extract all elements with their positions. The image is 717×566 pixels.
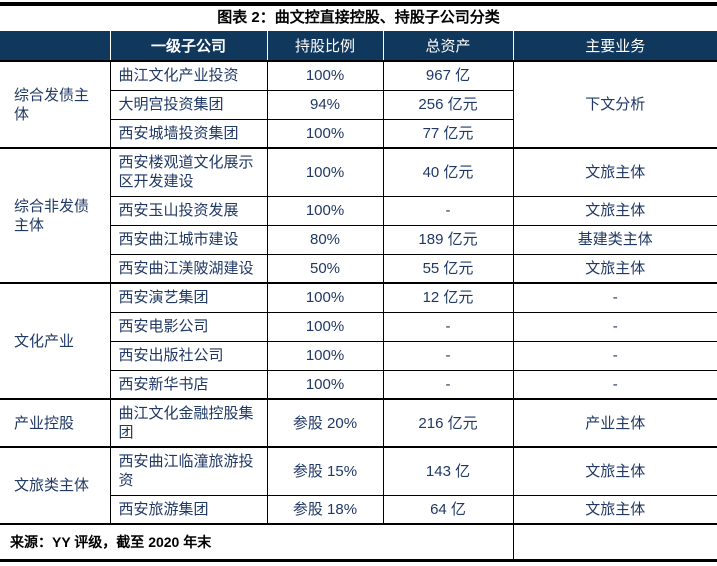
table-row: 大明宫投资集团 94% 256 亿元 xyxy=(0,90,717,120)
ratio-cell: 100% xyxy=(266,119,383,149)
business-cell: - xyxy=(512,282,717,313)
ratio-cell: 100% xyxy=(266,196,383,226)
business-cell: 文旅主体 xyxy=(512,446,717,496)
assets-cell: - xyxy=(382,196,513,226)
assets-cell: - xyxy=(382,370,513,400)
header-cell-business: 主要业务 xyxy=(512,31,717,62)
subsidiary-cell: 西安曲江临潼旅游投资 xyxy=(109,446,267,496)
table-row: 西安电影公司 100% - - xyxy=(0,312,717,342)
table-row: 西安城墙投资集团 100% 77 亿元 xyxy=(0,119,717,149)
ratio-cell: 100% xyxy=(266,312,383,342)
source-note: 来源：YY 评级，截至 2020 年末 xyxy=(0,523,513,562)
business-cell: 文旅主体 xyxy=(512,147,717,197)
ratio-cell: 100% xyxy=(266,282,383,313)
subsidiary-cell: 西安曲江城市建设 xyxy=(109,225,267,255)
subsidiary-cell: 西安曲江渼陂湖建设 xyxy=(109,254,267,284)
assets-cell: 64 亿 xyxy=(382,495,513,525)
header-cell-empty xyxy=(0,31,110,62)
figure-title: 图表 2：曲文控直接控股、持股子公司分类 xyxy=(217,9,500,26)
subsidiary-cell: 西安出版社公司 xyxy=(109,341,267,371)
business-cell: - xyxy=(512,370,717,400)
ratio-cell: 100% xyxy=(266,341,383,371)
group-label: 综合发债主体 xyxy=(0,60,110,149)
business-cell: 产业主体 xyxy=(512,398,717,448)
header-cell-subsidiary: 一级子公司 xyxy=(109,31,267,62)
assets-cell: - xyxy=(382,312,513,342)
source-row-empty-cell xyxy=(512,523,717,562)
ratio-cell: 94% xyxy=(266,90,383,120)
assets-cell: 77 亿元 xyxy=(382,119,513,149)
assets-cell: 967 亿 xyxy=(382,60,513,91)
assets-cell: 40 亿元 xyxy=(382,147,513,197)
subsidiary-cell: 西安电影公司 xyxy=(109,312,267,342)
ratio-cell: 80% xyxy=(266,225,383,255)
table-row: 文化产业 西安演艺集团 100% 12 亿元 - xyxy=(0,282,717,400)
table-row: 综合发债主体 曲江文化产业投资 100% 967 亿 下文分析 xyxy=(0,60,717,149)
subsidiary-cell: 西安楼观道文化展示区开发建设 xyxy=(109,147,267,197)
top-divider-bar xyxy=(0,2,717,6)
business-cell: 下文分析 xyxy=(512,60,717,149)
assets-cell: - xyxy=(382,341,513,371)
assets-cell: 12 亿元 xyxy=(382,282,513,313)
business-cell: - xyxy=(512,312,717,342)
group-label: 产业控股 xyxy=(0,398,110,448)
subsidiary-cell: 西安新华书店 xyxy=(109,370,267,400)
table-row: 西安玉山投资发展 100% - 文旅主体 xyxy=(0,196,717,226)
ratio-cell: 100% xyxy=(266,60,383,91)
business-cell: 基建类主体 xyxy=(512,225,717,255)
subsidiary-cell: 曲江文化金融控股集团 xyxy=(109,398,267,448)
subsidiary-cell: 曲江文化产业投资 xyxy=(109,60,267,91)
subsidiary-cell: 大明宫投资集团 xyxy=(109,90,267,120)
subsidiary-cell: 西安旅游集团 xyxy=(109,495,267,525)
table-row: 西安旅游集团 参股 18% 64 亿 文旅主体 xyxy=(0,495,717,525)
assets-cell: 216 亿元 xyxy=(382,398,513,448)
header-row: 一级子公司 持股比例 总资产 主要业务 xyxy=(0,31,717,62)
subsidiaries-table: 一级子公司 持股比例 总资产 主要业务 综合发债主体 曲江文化产业投资 100%… xyxy=(0,31,717,562)
source-row: 来源：YY 评级，截至 2020 年末 xyxy=(0,523,717,562)
business-cell: - xyxy=(512,341,717,371)
header-cell-ratio: 持股比例 xyxy=(266,31,383,62)
table-row: 西安曲江城市建设 80% 189 亿元 基建类主体 xyxy=(0,225,717,255)
assets-cell: 256 亿元 xyxy=(382,90,513,120)
business-cell: 文旅主体 xyxy=(512,254,717,284)
business-cell: 文旅主体 xyxy=(512,196,717,226)
assets-cell: 189 亿元 xyxy=(382,225,513,255)
ratio-cell: 参股 18% xyxy=(266,495,383,525)
ratio-cell: 参股 20% xyxy=(266,398,383,448)
subsidiary-cell: 西安城墙投资集团 xyxy=(109,119,267,149)
ratio-cell: 参股 15% xyxy=(266,446,383,496)
subsidiary-cell: 西安演艺集团 xyxy=(109,282,267,313)
header-cell-assets: 总资产 xyxy=(382,31,513,62)
group-label: 综合非发债主体 xyxy=(0,147,110,284)
group-label: 文化产业 xyxy=(0,282,110,400)
subsidiary-cell: 西安玉山投资发展 xyxy=(109,196,267,226)
table-row: 西安出版社公司 100% - - xyxy=(0,341,717,371)
ratio-cell: 100% xyxy=(266,370,383,400)
table-row: 文旅类主体 西安曲江临潼旅游投资 参股 15% 143 亿 文旅主体 xyxy=(0,446,717,525)
assets-cell: 143 亿 xyxy=(382,446,513,496)
table-row: 西安曲江渼陂湖建设 50% 55 亿元 文旅主体 xyxy=(0,254,717,284)
table-row: 产业控股 曲江文化金融控股集团 参股 20% 216 亿元 产业主体 xyxy=(0,398,717,448)
table-row: 综合非发债主体 西安楼观道文化展示区开发建设 100% 40 亿元 文旅主体 xyxy=(0,147,717,284)
assets-cell: 55 亿元 xyxy=(382,254,513,284)
group-label: 文旅类主体 xyxy=(0,446,110,525)
ratio-cell: 100% xyxy=(266,147,383,197)
business-cell: 文旅主体 xyxy=(512,495,717,525)
ratio-cell: 50% xyxy=(266,254,383,284)
